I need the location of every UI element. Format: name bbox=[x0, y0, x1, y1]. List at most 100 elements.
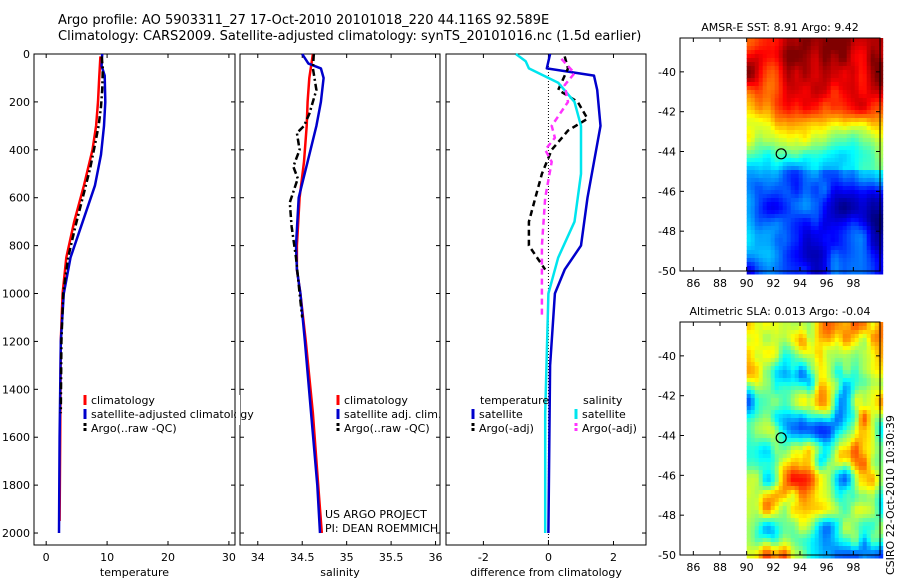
heat-cell bbox=[826, 470, 832, 475]
heat-cell bbox=[866, 386, 872, 391]
heat-cell bbox=[750, 346, 756, 351]
heat-cell bbox=[842, 42, 848, 47]
heat-cell bbox=[790, 246, 796, 251]
heat-cell bbox=[762, 326, 768, 331]
heat-cell bbox=[870, 382, 876, 387]
heat-cell bbox=[746, 90, 752, 95]
heat-cell bbox=[866, 170, 872, 175]
heat-cell bbox=[818, 402, 824, 407]
heat-cell bbox=[826, 218, 832, 223]
heat-cell bbox=[850, 430, 856, 435]
heat-cell bbox=[838, 38, 844, 43]
heat-cell bbox=[806, 550, 812, 555]
heat-cell bbox=[818, 522, 824, 527]
heat-cell bbox=[878, 222, 884, 227]
heat-cell bbox=[758, 554, 764, 559]
heat-cell bbox=[854, 218, 860, 223]
heat-cell bbox=[826, 142, 832, 147]
heat-cell bbox=[774, 198, 780, 203]
heat-cell bbox=[786, 342, 792, 347]
heat-cell bbox=[846, 554, 852, 559]
heat-cell bbox=[758, 406, 764, 411]
heat-cell bbox=[802, 526, 808, 531]
heat-cell bbox=[874, 246, 880, 251]
heat-cell bbox=[750, 474, 756, 479]
heat-cell bbox=[786, 206, 792, 211]
heat-cell bbox=[842, 394, 848, 399]
heat-cell bbox=[822, 194, 828, 199]
heat-cell bbox=[874, 538, 880, 543]
heat-cell bbox=[822, 346, 828, 351]
heat-cell bbox=[878, 142, 884, 147]
heat-cell bbox=[802, 338, 808, 343]
heat-cell bbox=[806, 538, 812, 543]
heat-cell bbox=[870, 182, 876, 187]
heat-cell bbox=[874, 362, 880, 367]
heat-cell bbox=[802, 326, 808, 331]
heat-cell bbox=[762, 494, 768, 499]
heat-cell bbox=[842, 170, 848, 175]
heat-cell bbox=[814, 326, 820, 331]
heat-cell bbox=[826, 102, 832, 107]
heat-cell bbox=[794, 502, 800, 507]
heat-cell bbox=[810, 494, 816, 499]
heat-cell bbox=[826, 322, 832, 327]
heat-cell bbox=[818, 414, 824, 419]
diff-legend-temp-argo-label: Argo(-adj) bbox=[479, 422, 534, 435]
heat-cell bbox=[746, 78, 752, 83]
heat-cell bbox=[842, 54, 848, 59]
heat-cell bbox=[806, 86, 812, 91]
heat-cell bbox=[826, 250, 832, 255]
heat-cell bbox=[826, 458, 832, 463]
heat-cell bbox=[750, 402, 756, 407]
heat-cell bbox=[782, 430, 788, 435]
heat-cell bbox=[782, 386, 788, 391]
heat-cell bbox=[850, 170, 856, 175]
sst_map-ytick-label: -40 bbox=[658, 66, 676, 79]
heat-cell bbox=[862, 222, 868, 227]
heat-cell bbox=[786, 234, 792, 239]
heat-cell bbox=[846, 170, 852, 175]
heat-cell bbox=[846, 186, 852, 191]
heat-cell bbox=[782, 550, 788, 555]
heat-cell bbox=[854, 166, 860, 171]
heat-cell bbox=[838, 54, 844, 59]
heat-cell bbox=[826, 346, 832, 351]
heat-cell bbox=[754, 90, 760, 95]
heat-cell bbox=[778, 394, 784, 399]
heat-cell bbox=[774, 174, 780, 179]
heat-cell bbox=[826, 214, 832, 219]
heat-cell bbox=[842, 434, 848, 439]
heat-cell bbox=[834, 202, 840, 207]
heat-cell bbox=[878, 42, 884, 47]
salinity-xtick-label: 35.5 bbox=[379, 551, 404, 564]
heat-cell bbox=[862, 242, 868, 247]
heat-cell bbox=[774, 70, 780, 75]
heat-cell bbox=[746, 218, 752, 223]
heat-cell bbox=[866, 194, 872, 199]
heat-cell bbox=[846, 146, 852, 151]
heat-cell bbox=[826, 58, 832, 63]
heat-cell bbox=[778, 370, 784, 375]
heat-cell bbox=[762, 498, 768, 503]
heat-cell bbox=[862, 418, 868, 423]
heat-cell bbox=[758, 426, 764, 431]
heat-cell bbox=[878, 158, 884, 163]
heat-cell bbox=[750, 54, 756, 59]
heat-cell bbox=[762, 38, 768, 43]
heat-cell bbox=[838, 330, 844, 335]
heat-cell bbox=[878, 386, 884, 391]
heat-cell bbox=[842, 110, 848, 115]
heat-cell bbox=[778, 266, 784, 271]
heat-cell bbox=[786, 78, 792, 83]
heat-cell bbox=[762, 106, 768, 111]
heat-cell bbox=[762, 346, 768, 351]
heat-cell bbox=[858, 122, 864, 127]
heat-cell bbox=[794, 542, 800, 547]
heat-cell bbox=[858, 498, 864, 503]
heat-cell bbox=[802, 170, 808, 175]
heat-cell bbox=[806, 50, 812, 55]
heat-cell bbox=[830, 158, 836, 163]
heat-cell bbox=[790, 502, 796, 507]
heat-cell bbox=[850, 130, 856, 135]
